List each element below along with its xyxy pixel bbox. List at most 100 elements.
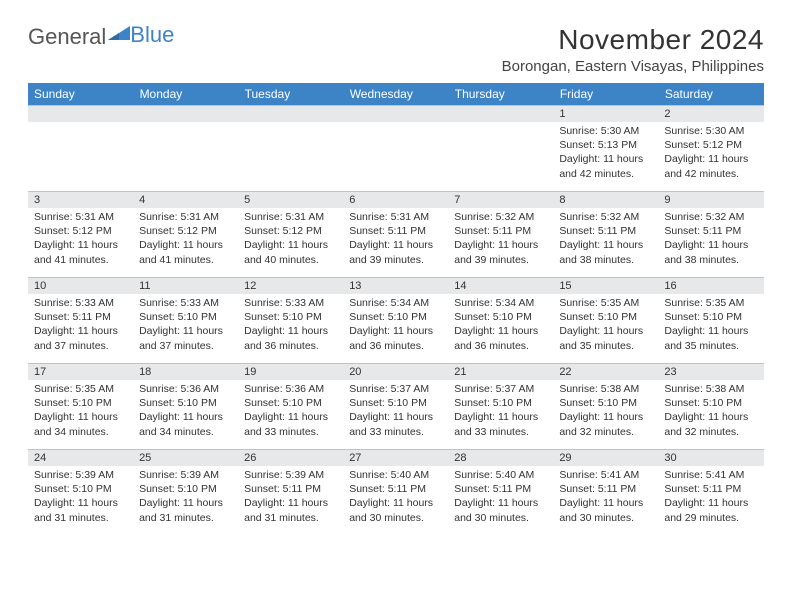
day-body: Sunrise: 5:38 AMSunset: 5:10 PMDaylight:…	[553, 380, 658, 443]
sunset-text: Sunset: 5:12 PM	[139, 224, 232, 238]
calendar-week-row: 1Sunrise: 5:30 AMSunset: 5:13 PMDaylight…	[28, 105, 764, 191]
calendar-cell: 13Sunrise: 5:34 AMSunset: 5:10 PMDayligh…	[343, 277, 448, 363]
day-number: 4	[133, 191, 238, 208]
day-header: Wednesday	[343, 83, 448, 105]
calendar-cell: 27Sunrise: 5:40 AMSunset: 5:11 PMDayligh…	[343, 449, 448, 535]
sunset-text: Sunset: 5:11 PM	[349, 224, 442, 238]
calendar-cell	[343, 105, 448, 191]
sunset-text: Sunset: 5:12 PM	[664, 138, 757, 152]
calendar-week-row: 10 Sunrise: 5:33 AMSunset: 5:11 PM Dayligh…	[28, 277, 764, 363]
sunrise-text: Sunrise: 5:39 AM	[244, 468, 337, 482]
day-number: 23	[658, 363, 763, 380]
sunrise-text: Sunrise: 5:30 AM	[559, 124, 652, 138]
sunset-text: Sunset: 5:12 PM	[34, 224, 127, 238]
sunset-text: Sunset: 5:10 PM	[349, 310, 442, 324]
day-number	[238, 105, 343, 122]
sunset-text: Sunset: 5:10 PM	[559, 396, 652, 410]
day-number: 20	[343, 363, 448, 380]
day-number: 11	[133, 277, 238, 294]
sunset-text: Sunset: 5:10 PM	[454, 396, 547, 410]
sunset-text: Sunset: 5:10 PM	[139, 310, 232, 324]
day-body: Sunrise: 5:40 AMSunset: 5:11 PMDaylight:…	[343, 466, 448, 529]
sunrise-text: Sunrise: 5:32 AM	[454, 210, 547, 224]
logo-word1: General	[28, 24, 106, 50]
day-header: Sunday	[28, 83, 133, 105]
day-body: Sunrise: 5:40 AMSunset: 5:11 PMDaylight:…	[448, 466, 553, 529]
daylight-text: Daylight: 11 hours and 30 minutes.	[349, 496, 442, 524]
calendar-cell: 6Sunrise: 5:31 AMSunset: 5:11 PMDaylight…	[343, 191, 448, 277]
day-body: Sunrise: 5:32 AMSunset: 5:11 PMDaylight:…	[448, 208, 553, 271]
calendar-cell: 22Sunrise: 5:38 AMSunset: 5:10 PMDayligh…	[553, 363, 658, 449]
calendar-cell: 7Sunrise: 5:32 AMSunset: 5:11 PMDaylight…	[448, 191, 553, 277]
day-number: 8	[553, 191, 658, 208]
sunset-text: Sunset: 5:10 PM	[244, 396, 337, 410]
day-number	[133, 105, 238, 122]
location: Borongan, Eastern Visayas, Philippines	[502, 58, 764, 75]
calendar-cell: 29Sunrise: 5:41 AMSunset: 5:11 PMDayligh…	[553, 449, 658, 535]
sunset-text: Sunset: 5:10 PM	[349, 396, 442, 410]
day-number: 19	[238, 363, 343, 380]
daylight-text: Daylight: 11 hours and 36 minutes.	[454, 324, 547, 352]
sunrise-text: Sunrise: 5:32 AM	[559, 210, 652, 224]
day-body: Sunrise: 5:31 AMSunset: 5:12 PMDaylight:…	[133, 208, 238, 271]
calendar-cell: 23Sunrise: 5:38 AMSunset: 5:10 PMDayligh…	[658, 363, 763, 449]
sunrise-text: Sunrise: 5:32 AM	[664, 210, 757, 224]
calendar-cell: 30Sunrise: 5:41 AMSunset: 5:11 PMDayligh…	[658, 449, 763, 535]
day-number: 26	[238, 449, 343, 466]
sunrise-text: Sunrise: 5:31 AM	[349, 210, 442, 224]
daylight-text: Daylight: 11 hours and 36 minutes.	[244, 324, 337, 352]
calendar-cell: 14Sunrise: 5:34 AMSunset: 5:10 PMDayligh…	[448, 277, 553, 363]
daylight-text: Daylight: 11 hours and 29 minutes.	[664, 496, 757, 524]
calendar-cell: 5Sunrise: 5:31 AMSunset: 5:12 PMDaylight…	[238, 191, 343, 277]
day-body: Sunrise: 5:33 AMSunset: 5:10 PMDaylight:…	[238, 294, 343, 357]
day-number	[28, 105, 133, 122]
daylight-text: Daylight: 11 hours and 30 minutes.	[559, 496, 652, 524]
calendar-page: General Blue November 2024 Borongan, Eas…	[0, 0, 792, 545]
sunrise-text: Sunrise: 5:41 AM	[559, 468, 652, 482]
day-body: Sunrise: 5:30 AMSunset: 5:12 PMDaylight:…	[658, 122, 763, 185]
calendar-cell: 17Sunrise: 5:35 AMSunset: 5:10 PMDayligh…	[28, 363, 133, 449]
daylight-text: Daylight: 11 hours and 31 minutes.	[244, 496, 337, 524]
day-body: Sunrise: 5:31 AMSunset: 5:12 PMDaylight:…	[28, 208, 133, 271]
sunset-text: Sunset: 5:10 PM	[454, 310, 547, 324]
calendar-cell: 15Sunrise: 5:35 AMSunset: 5:10 PMDayligh…	[553, 277, 658, 363]
calendar-week-row: 17Sunrise: 5:35 AMSunset: 5:10 PMDayligh…	[28, 363, 764, 449]
calendar-week-row: 24Sunrise: 5:39 AMSunset: 5:10 PMDayligh…	[28, 449, 764, 535]
sunrise-text: Sunrise: 5:41 AM	[664, 468, 757, 482]
daylight-text: Daylight: 11 hours and 35 minutes.	[664, 324, 757, 352]
calendar-cell: 4Sunrise: 5:31 AMSunset: 5:12 PMDaylight…	[133, 191, 238, 277]
calendar-cell: 2Sunrise: 5:30 AMSunset: 5:12 PMDaylight…	[658, 105, 763, 191]
sunset-text: Sunset: 5:10 PM	[664, 310, 757, 324]
day-body: Sunrise: 5:31 AMSunset: 5:12 PMDaylight:…	[238, 208, 343, 271]
sunset-text: Sunset: 5:11 PM	[34, 310, 127, 324]
day-body: Sunrise: 5:39 AMSunset: 5:11 PMDaylight:…	[238, 466, 343, 529]
day-number: 10	[28, 277, 133, 294]
calendar-cell: 11Sunrise: 5:33 AMSunset: 5:10 PMDayligh…	[133, 277, 238, 363]
sunset-text: Sunset: 5:10 PM	[34, 396, 127, 410]
calendar-cell	[28, 105, 133, 191]
day-header: Tuesday	[238, 83, 343, 105]
sunrise-text: Sunrise: 5:33 AM	[34, 296, 127, 310]
sunset-text: Sunset: 5:12 PM	[244, 224, 337, 238]
day-body	[238, 122, 343, 128]
calendar-cell	[133, 105, 238, 191]
daylight-text: Daylight: 11 hours and 40 minutes.	[244, 238, 337, 266]
calendar-cell: 1Sunrise: 5:30 AMSunset: 5:13 PMDaylight…	[553, 105, 658, 191]
day-body: Sunrise: 5:41 AMSunset: 5:11 PMDaylight:…	[553, 466, 658, 529]
sunset-text: Sunset: 5:11 PM	[454, 482, 547, 496]
daylight-text: Daylight: 11 hours and 39 minutes.	[349, 238, 442, 266]
day-number: 9	[658, 191, 763, 208]
day-body: Sunrise: 5:36 AMSunset: 5:10 PMDaylight:…	[133, 380, 238, 443]
daylight-text: Daylight: 11 hours and 30 minutes.	[454, 496, 547, 524]
sunrise-text: Sunrise: 5:34 AM	[454, 296, 547, 310]
sunrise-text: Sunrise: 5:35 AM	[34, 382, 127, 396]
day-body: Sunrise: 5:30 AMSunset: 5:13 PMDaylight:…	[553, 122, 658, 185]
day-body: Sunrise: 5:35 AMSunset: 5:10 PMDaylight:…	[28, 380, 133, 443]
daylight-text: Daylight: 11 hours and 38 minutes.	[664, 238, 757, 266]
sunrise-text: Sunrise: 5:37 AM	[454, 382, 547, 396]
day-body: Sunrise: 5:37 AMSunset: 5:10 PMDaylight:…	[343, 380, 448, 443]
sunset-text: Sunset: 5:10 PM	[139, 396, 232, 410]
logo-triangle-icon	[108, 24, 130, 50]
sunrise-text: Sunrise: 5:39 AM	[34, 468, 127, 482]
sunset-text: Sunset: 5:10 PM	[139, 482, 232, 496]
